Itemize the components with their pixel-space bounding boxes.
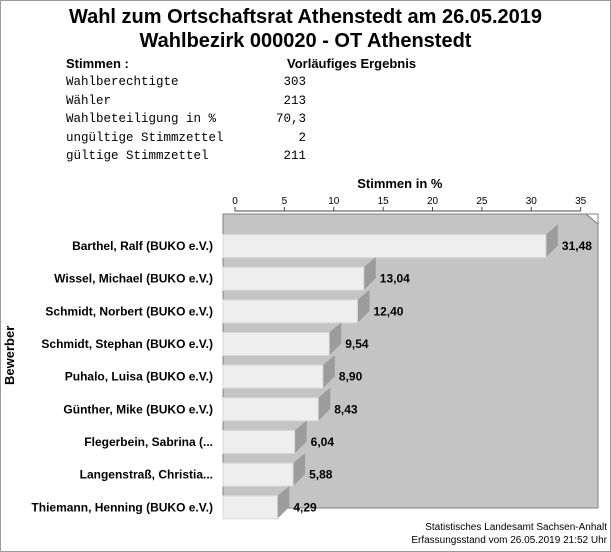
bar bbox=[222, 495, 278, 520]
stats-value: 2 bbox=[298, 130, 306, 145]
stats-header-label: Stimmen : bbox=[66, 56, 129, 71]
category-label: Flegerbein, Sabrina (... bbox=[84, 435, 213, 449]
stats-table: Wahlberechtigte 303 Wähler 213 Wahlbetei… bbox=[66, 75, 306, 168]
x-tick-label: 10 bbox=[328, 196, 340, 207]
x-tick-label: 20 bbox=[427, 196, 439, 207]
stats-value: 303 bbox=[283, 75, 306, 89]
chart-title: Stimmen in % bbox=[357, 176, 443, 191]
stats-label: ungültige Stimmzettel bbox=[66, 130, 224, 145]
data-label: 6,04 bbox=[311, 435, 335, 449]
bar bbox=[222, 234, 547, 258]
page-title: Wahl zum Ortschaftsrat Athenstedt am 26.… bbox=[68, 6, 543, 28]
stats-value: 70,3 bbox=[275, 112, 306, 126]
category-label: Puhalo, Luisa (BUKO e.V.) bbox=[65, 370, 213, 384]
bar bbox=[222, 430, 296, 454]
source-note: Statistisches Landesamt Sachsen-Anhalt bbox=[425, 522, 607, 533]
bar bbox=[222, 266, 365, 291]
x-tick-label: 0 bbox=[232, 196, 238, 207]
data-label: 12,40 bbox=[373, 304, 403, 318]
stats-label: Wahlbeteiligung in % bbox=[66, 112, 217, 126]
stats-label: Wähler bbox=[66, 93, 112, 108]
stats-label: Wahlberechtigte bbox=[66, 75, 179, 89]
data-label: 9,54 bbox=[345, 337, 369, 351]
stats-row: gültige Stimmzettel 211 bbox=[66, 149, 306, 168]
bar bbox=[222, 397, 319, 422]
category-label: Langenstraß, Christia... bbox=[80, 468, 213, 482]
x-tick-label: 35 bbox=[575, 196, 587, 207]
stats-value: 213 bbox=[283, 93, 306, 108]
data-label: 13,04 bbox=[380, 272, 410, 286]
page-subtitle: Wahlbezirk 000020 - OT Athenstedt bbox=[139, 30, 472, 52]
category-label: Schmidt, Norbert (BUKO e.V.) bbox=[45, 304, 213, 318]
data-label: 8,90 bbox=[339, 370, 363, 384]
category-label: Thiemann, Henning (BUKO e.V.) bbox=[31, 500, 213, 514]
timestamp-note: Erfassungsstand vom 26.05.2019 21:52 Uhr bbox=[411, 535, 607, 546]
bar bbox=[222, 332, 330, 356]
stats-header-result: Vorläufiges Ergebnis bbox=[287, 56, 417, 71]
x-tick-label: 15 bbox=[378, 196, 390, 207]
bar bbox=[222, 299, 358, 324]
stats-label: gültige Stimmzettel bbox=[66, 149, 209, 163]
plot-border bbox=[222, 213, 599, 509]
category-label: Wissel, Michael (BUKO e.V.) bbox=[54, 272, 213, 286]
category-label: Günther, Mike (BUKO e.V.) bbox=[63, 402, 213, 416]
x-tick-label: 5 bbox=[282, 196, 288, 207]
x-tick-label: 30 bbox=[526, 196, 538, 207]
stats-value: 211 bbox=[283, 149, 306, 163]
data-label: 4,29 bbox=[293, 500, 317, 514]
category-label: Barthel, Ralf (BUKO e.V.) bbox=[72, 239, 213, 253]
category-label: Schmidt, Stephan (BUKO e.V.) bbox=[41, 337, 213, 351]
stats-row: Wähler 213 bbox=[66, 94, 306, 113]
data-label: 8,43 bbox=[334, 402, 358, 416]
stats-row: Wahlbeteiligung in % 70,3 bbox=[66, 112, 306, 131]
stats-row: ungültige Stimmzettel 2 bbox=[66, 131, 306, 150]
data-label: 5,88 bbox=[309, 468, 333, 482]
bar bbox=[222, 462, 294, 487]
stats-row: Wahlberechtigte 303 bbox=[66, 75, 306, 94]
bar bbox=[222, 364, 324, 389]
x-tick-label: 25 bbox=[476, 196, 488, 207]
data-label: 31,48 bbox=[562, 239, 592, 253]
